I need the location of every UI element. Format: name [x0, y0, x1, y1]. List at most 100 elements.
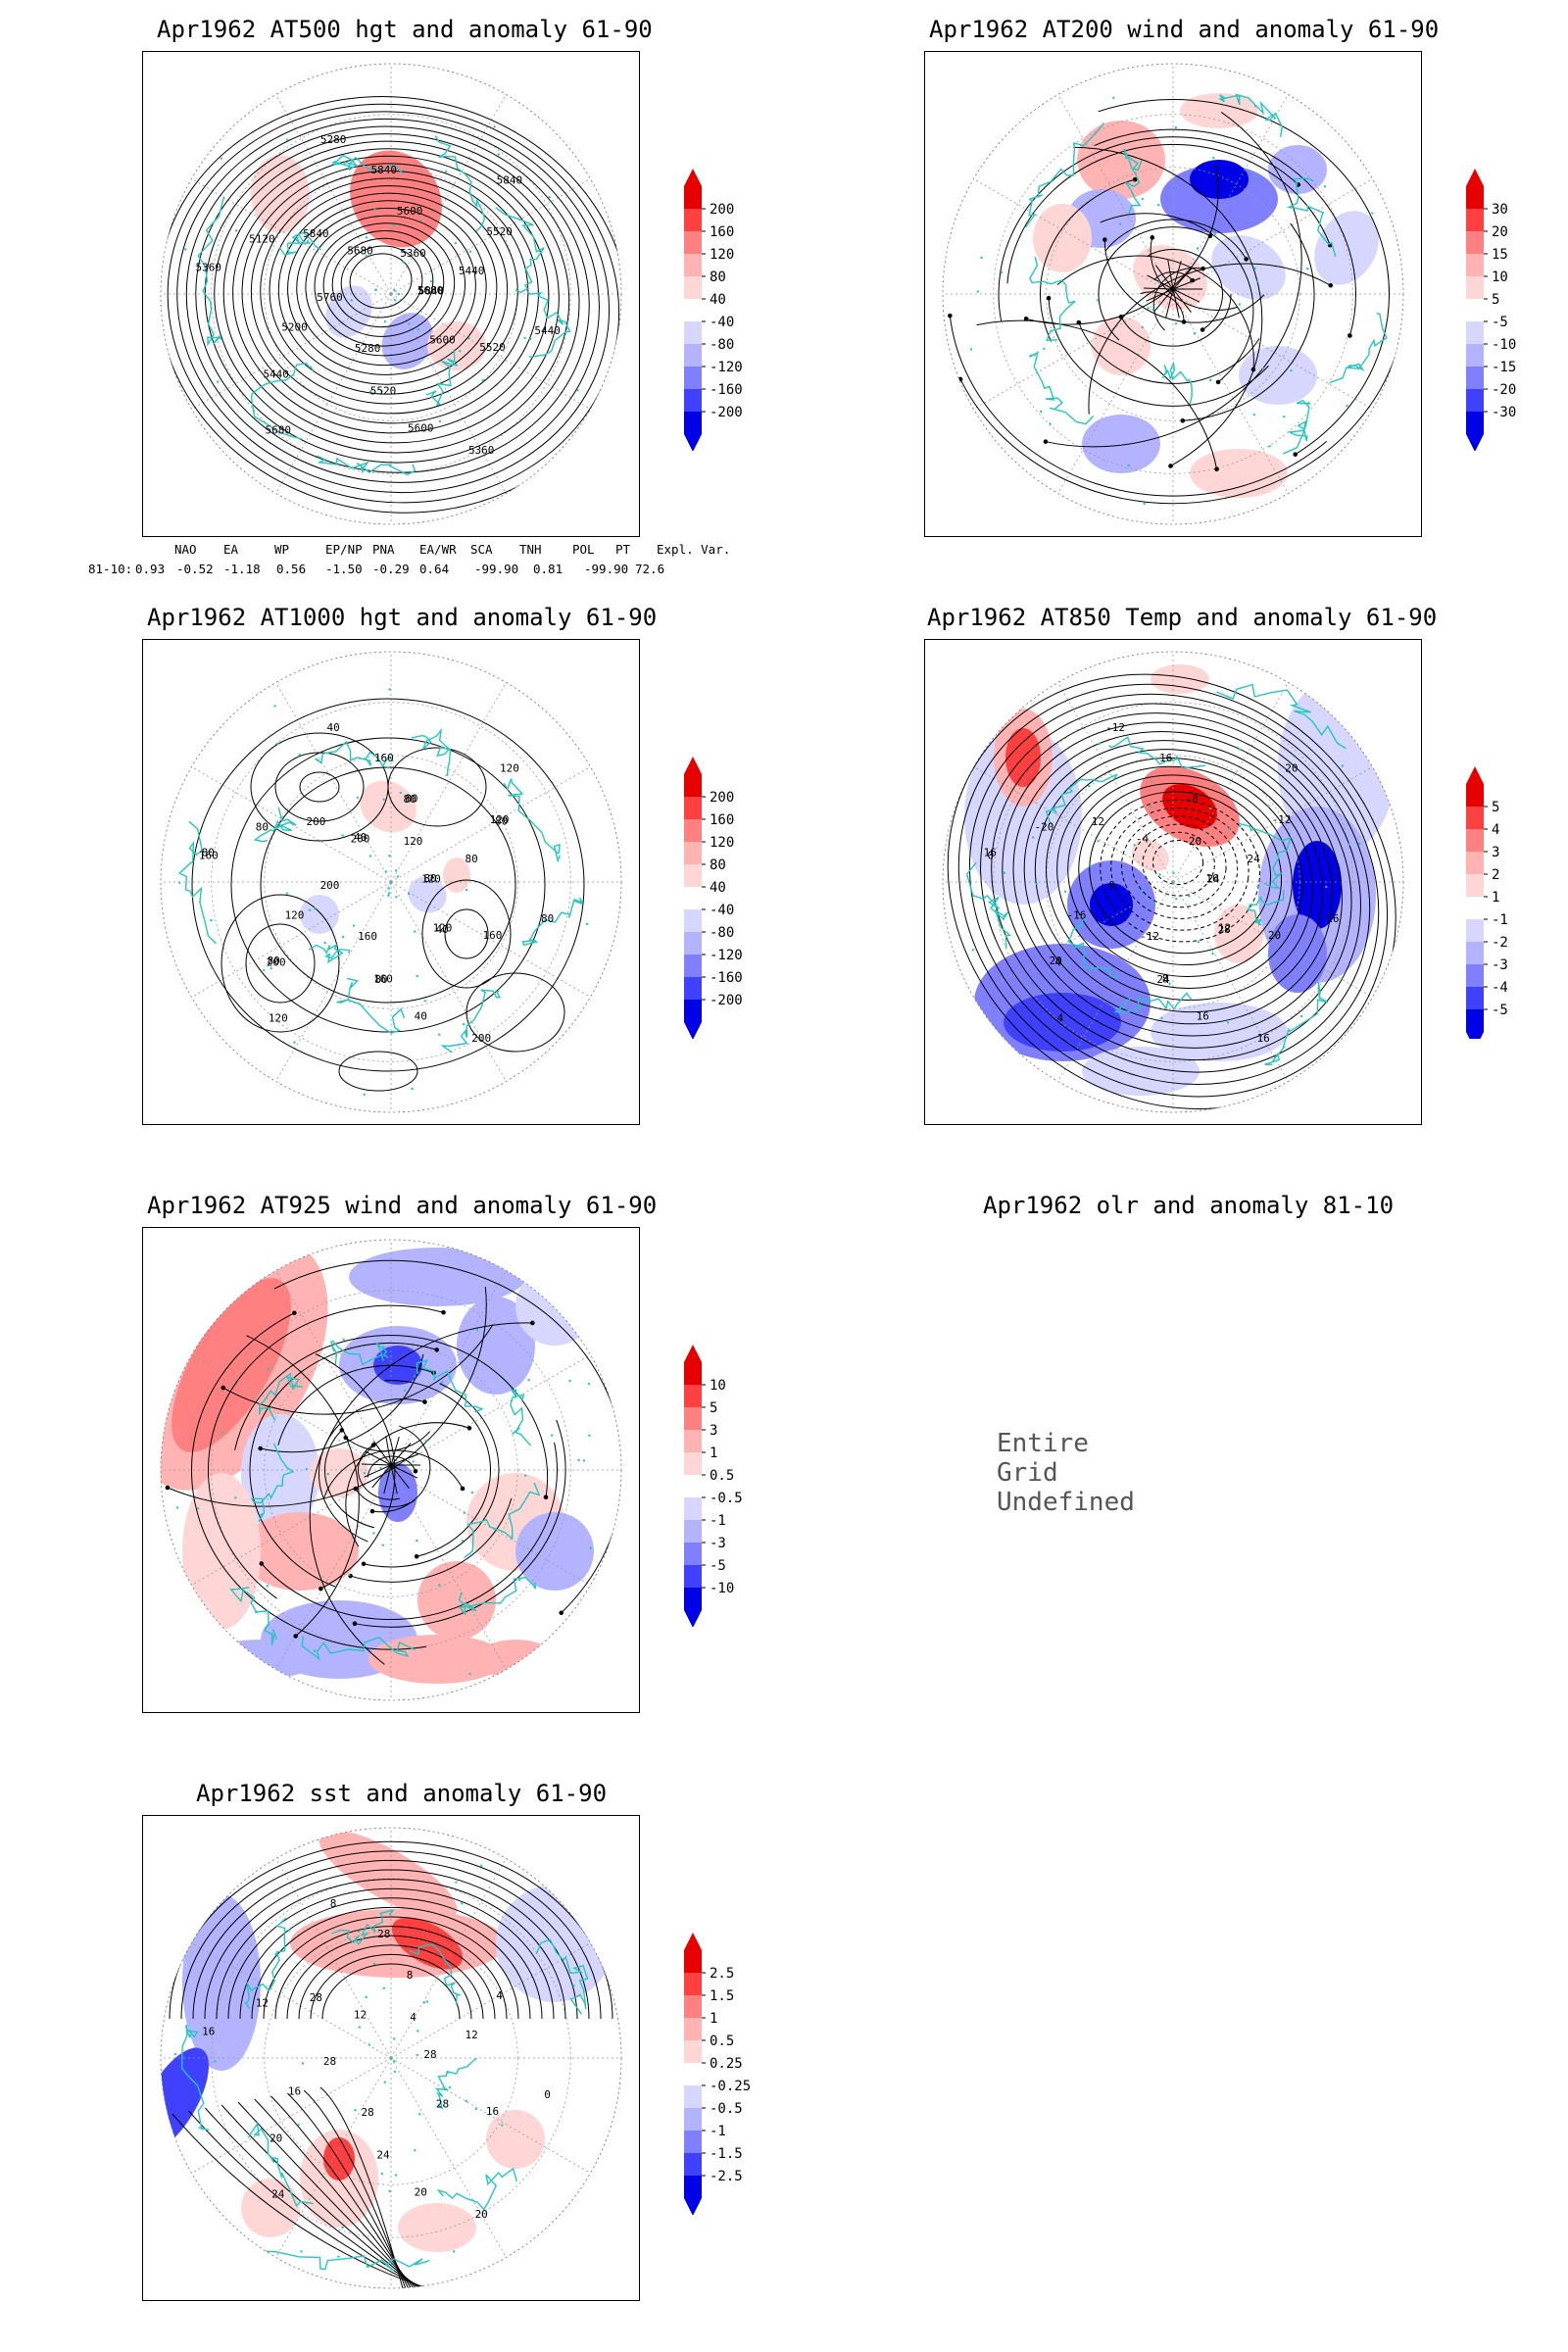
coast-fragment — [1255, 280, 1259, 283]
streamline — [249, 1342, 437, 1588]
colorbar-bin — [684, 909, 702, 932]
contour-label: 80 — [202, 846, 215, 858]
streamline — [1103, 239, 1265, 323]
colorbar-bin — [684, 1000, 702, 1022]
colorbar-bin — [1466, 276, 1484, 299]
coast-fragment — [1227, 827, 1231, 830]
colorbar-label: 1.5 — [710, 1988, 734, 2004]
anomaly-shade — [1151, 1003, 1288, 1061]
coast-fragment — [387, 894, 390, 897]
coast-fragment — [1127, 464, 1131, 467]
streamline — [383, 1464, 392, 1494]
coastline — [180, 2024, 210, 2132]
contour-line — [237, 2101, 417, 2288]
coast-fragment — [452, 2250, 456, 2253]
coast-fragment — [1157, 203, 1160, 207]
colorbar-label: -10 — [710, 1581, 734, 1596]
anomaly-shade — [408, 876, 447, 913]
contour-line — [421, 879, 512, 989]
streamline-arrow — [414, 1553, 419, 1559]
colorbar-bin — [684, 1430, 702, 1452]
contour-label: 24 — [1206, 873, 1220, 886]
coast-fragment — [1143, 502, 1146, 506]
map-frame — [142, 1227, 640, 1713]
coastline — [308, 943, 350, 964]
contour-label: 5680 — [417, 284, 444, 297]
colorbar-label: 1 — [710, 2011, 717, 2027]
tele-value: 72.6 — [635, 562, 665, 576]
colorbar-label: -3 — [710, 1536, 726, 1551]
contour-label: 160 — [483, 929, 503, 942]
colorbar-hgt500: 200 160 120 80 40 -40 -80 -120 -160 -200 — [684, 169, 743, 451]
coastline — [409, 1943, 463, 2005]
colorbar-label: -0.5 — [710, 1491, 743, 1506]
coast-fragment — [1087, 784, 1091, 788]
colorbar-label: -20 — [1492, 382, 1516, 398]
coast-fragment — [1157, 280, 1161, 284]
coast-fragment — [234, 229, 238, 232]
coast-fragment — [425, 2000, 429, 2003]
coast-fragment — [1065, 963, 1069, 966]
contour-line — [185, 118, 600, 483]
contour-label: 20 — [1285, 761, 1298, 774]
colorbar-label: 15 — [1492, 247, 1508, 263]
coast-fragment — [475, 1328, 479, 1332]
colorbar-label: -3 — [1492, 957, 1508, 973]
colorbar-label: 120 — [710, 835, 734, 851]
contour-label: 0 — [1108, 879, 1115, 892]
colorbar-bin — [1466, 299, 1484, 321]
coast-fragment — [210, 918, 213, 922]
map-boundary — [160, 651, 622, 1113]
coast-fragment — [1158, 873, 1161, 876]
colorbar-label: -40 — [710, 315, 734, 330]
coast-fragment — [497, 153, 500, 156]
tele-header: POL — [572, 542, 595, 557]
contour-line — [1131, 823, 1227, 908]
streamline — [1056, 255, 1254, 370]
coast-fragment — [394, 299, 397, 302]
colorbar-arrow-bottom — [684, 1022, 702, 1039]
anomaly-shade — [476, 1640, 555, 1679]
map-boundary — [160, 63, 622, 525]
colorbar-label: -160 — [710, 970, 743, 986]
streamline — [371, 1425, 431, 1513]
coast-fragment — [1226, 1021, 1230, 1024]
streamline — [322, 1449, 464, 1499]
streamline — [350, 1497, 513, 1583]
meridian-line — [191, 881, 392, 998]
colorbar-arrow-top — [684, 169, 702, 186]
contour-label: 4 — [496, 1989, 503, 2002]
meridian-line — [275, 682, 392, 883]
colorbar-label: -80 — [710, 337, 734, 353]
streamline — [390, 1464, 398, 1494]
map-hgt500: 5680 5600 5520 5440 5360 5680 5600 5520 5440 5360… — [160, 63, 622, 525]
streamline-arrow — [370, 1443, 376, 1447]
coast-fragment — [341, 2226, 344, 2230]
meridian-line — [191, 178, 392, 295]
colorbar-bin — [1466, 897, 1484, 919]
coast-fragment — [365, 255, 368, 258]
contour-label: 40 — [436, 923, 449, 936]
contour-label: 5360 — [196, 262, 222, 274]
streamline — [167, 1286, 487, 1507]
coast-fragment — [388, 2189, 391, 2193]
coastline — [317, 455, 416, 476]
contour-label: 20 — [475, 2208, 488, 2221]
contour-label: 20 — [1050, 955, 1062, 967]
coastline — [331, 154, 405, 175]
coast-fragment — [572, 1984, 575, 1987]
coast-fragment — [267, 1367, 270, 1371]
anomaly-shade — [1190, 449, 1288, 498]
colorbar-bin — [684, 186, 702, 209]
coast-fragment — [197, 1507, 200, 1510]
contour-label: 160 — [199, 850, 219, 862]
contour-label: 5440 — [534, 324, 561, 337]
contour-label: 200 — [306, 815, 325, 828]
contour-label: 160 — [358, 930, 377, 943]
tele-header: NAO — [174, 542, 197, 557]
latitude-circle — [993, 114, 1353, 474]
coast-fragment — [1323, 185, 1327, 188]
colorbar-temp850: 5 4 3 2 1 -1 -2 -3 -4 -5 — [1466, 766, 1508, 1039]
colorbar-label: 2.5 — [710, 1966, 734, 1982]
colorbar-bin — [1466, 389, 1484, 412]
